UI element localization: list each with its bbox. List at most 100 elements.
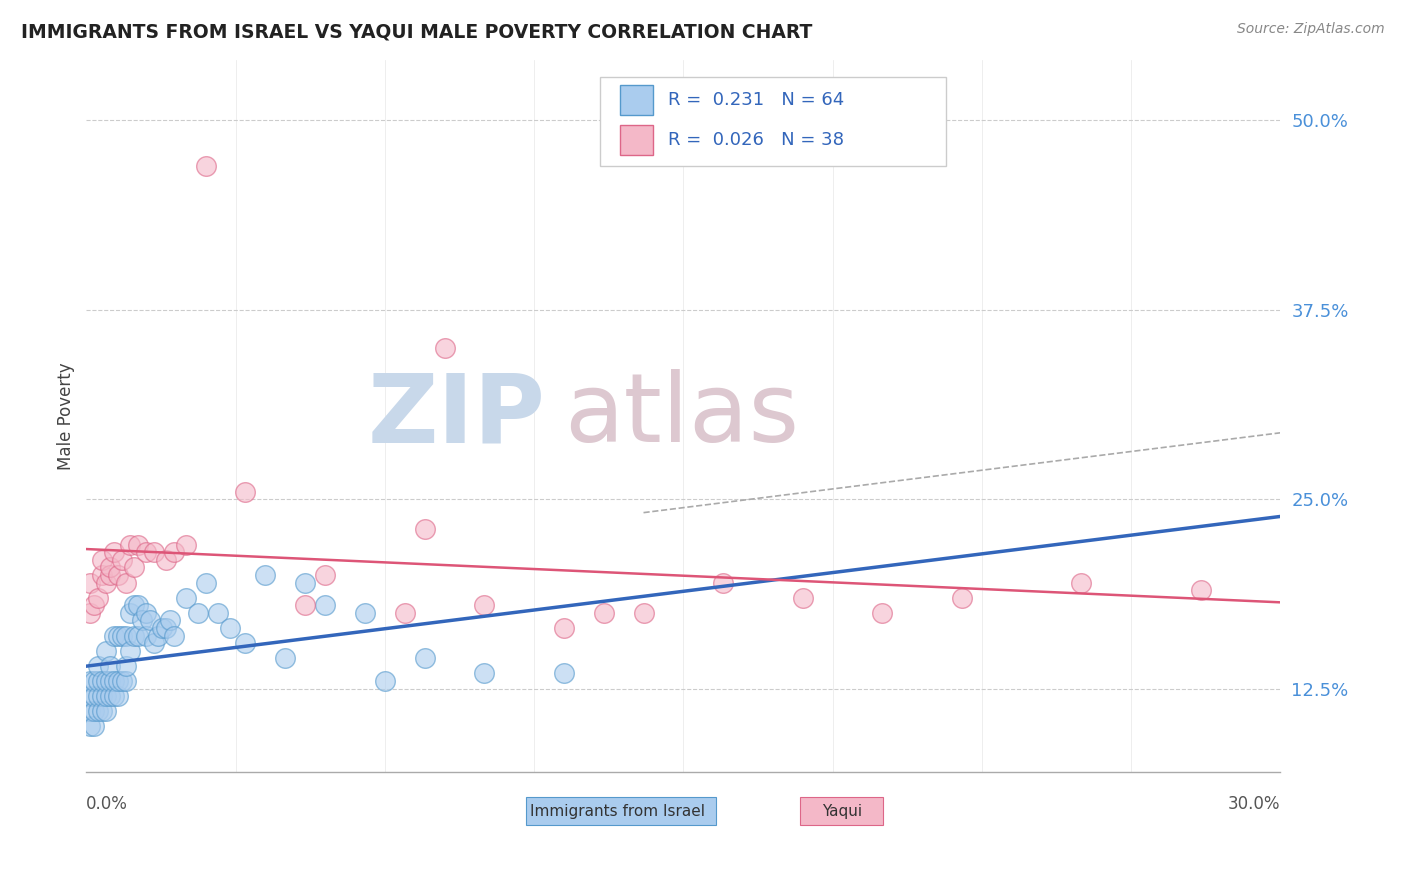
Point <box>87 658 110 673</box>
Text: 30.0%: 30.0% <box>1227 795 1281 813</box>
Point <box>163 629 186 643</box>
Point <box>83 673 105 688</box>
Point <box>294 599 316 613</box>
Point <box>103 629 125 643</box>
Point <box>96 689 118 703</box>
Point <box>354 606 377 620</box>
Point <box>950 591 973 605</box>
Point <box>103 545 125 559</box>
Point <box>120 538 142 552</box>
Point <box>711 575 734 590</box>
FancyBboxPatch shape <box>620 125 654 154</box>
Point <box>91 673 114 688</box>
Point <box>374 673 396 688</box>
Point <box>139 614 162 628</box>
Point <box>127 599 149 613</box>
Point <box>472 666 495 681</box>
Point <box>135 606 157 620</box>
Point <box>194 575 217 590</box>
Text: ZIP: ZIP <box>368 369 546 462</box>
Point <box>792 591 814 605</box>
Point <box>127 629 149 643</box>
Point <box>79 606 101 620</box>
FancyBboxPatch shape <box>600 78 946 167</box>
Point <box>142 545 165 559</box>
Point <box>98 568 121 582</box>
Point <box>115 575 138 590</box>
Point <box>96 575 118 590</box>
Point <box>127 538 149 552</box>
Point <box>633 606 655 620</box>
Point <box>83 719 105 733</box>
Point <box>115 658 138 673</box>
Point <box>235 484 257 499</box>
Text: R =  0.026   N = 38: R = 0.026 N = 38 <box>668 131 844 149</box>
Point <box>1189 583 1212 598</box>
Point <box>122 599 145 613</box>
Point <box>142 636 165 650</box>
Text: R =  0.231   N = 64: R = 0.231 N = 64 <box>668 91 844 110</box>
Text: 0.0%: 0.0% <box>86 795 128 813</box>
Point <box>91 704 114 718</box>
Point <box>122 629 145 643</box>
Point <box>592 606 614 620</box>
Point <box>122 560 145 574</box>
Point <box>394 606 416 620</box>
Point <box>98 658 121 673</box>
Point <box>111 553 134 567</box>
Point <box>218 621 240 635</box>
Point <box>107 568 129 582</box>
Point <box>83 689 105 703</box>
Point <box>87 689 110 703</box>
Point <box>150 621 173 635</box>
Point <box>79 575 101 590</box>
FancyBboxPatch shape <box>526 797 716 825</box>
Point <box>91 553 114 567</box>
Point <box>174 591 197 605</box>
Point <box>553 621 575 635</box>
Point <box>87 704 110 718</box>
Point <box>163 545 186 559</box>
Point <box>146 629 169 643</box>
Point <box>79 673 101 688</box>
Text: Source: ZipAtlas.com: Source: ZipAtlas.com <box>1237 22 1385 37</box>
Y-axis label: Male Poverty: Male Poverty <box>58 362 75 469</box>
Point <box>107 629 129 643</box>
Point <box>96 704 118 718</box>
Point <box>314 599 336 613</box>
Point <box>91 689 114 703</box>
Point <box>87 591 110 605</box>
Point <box>274 651 297 665</box>
Point <box>207 606 229 620</box>
Point <box>155 553 177 567</box>
Point <box>79 704 101 718</box>
Point <box>111 629 134 643</box>
Point <box>98 673 121 688</box>
Point <box>155 621 177 635</box>
Point <box>472 599 495 613</box>
Point <box>79 719 101 733</box>
Point <box>115 629 138 643</box>
Point <box>79 689 101 703</box>
Point <box>1070 575 1092 590</box>
Text: IMMIGRANTS FROM ISRAEL VS YAQUI MALE POVERTY CORRELATION CHART: IMMIGRANTS FROM ISRAEL VS YAQUI MALE POV… <box>21 22 813 41</box>
Point <box>294 575 316 590</box>
Point <box>314 568 336 582</box>
Point <box>194 159 217 173</box>
Point <box>83 704 105 718</box>
Point <box>131 614 153 628</box>
Text: Immigrants from Israel: Immigrants from Israel <box>530 804 706 819</box>
Point <box>254 568 277 582</box>
Point <box>187 606 209 620</box>
Point <box>96 643 118 657</box>
Point <box>135 545 157 559</box>
Point <box>87 673 110 688</box>
Point <box>120 643 142 657</box>
Point <box>120 606 142 620</box>
Point <box>413 651 436 665</box>
Point <box>111 673 134 688</box>
Point <box>115 673 138 688</box>
Point <box>91 568 114 582</box>
Point <box>135 629 157 643</box>
Point <box>103 673 125 688</box>
